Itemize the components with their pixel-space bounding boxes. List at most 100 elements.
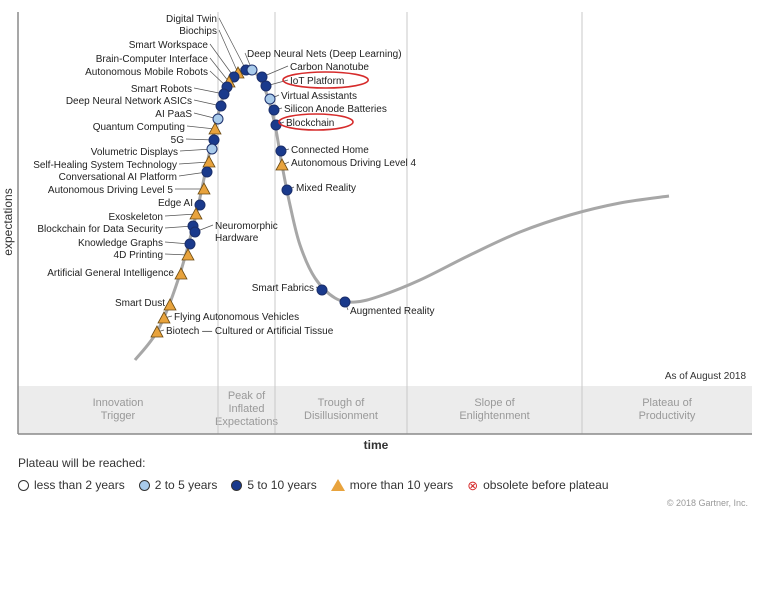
leader-digital-twin bbox=[218, 17, 247, 71]
label-blockchain-for-data-security: Blockchain for Data Security bbox=[37, 224, 163, 235]
phase-label: Plateau of Productivity bbox=[639, 397, 696, 422]
phase-band-bg bbox=[18, 386, 752, 434]
leader-self-healing-system-technology bbox=[178, 161, 210, 165]
label-biochips: Biochips bbox=[179, 26, 217, 37]
marker-smart-dust bbox=[163, 298, 177, 311]
label-self-healing-system-technology: Self-Healing System Technology bbox=[33, 160, 177, 171]
marker-biotech-cultured-or-artificial-tissue bbox=[150, 325, 164, 338]
circle-icon bbox=[231, 479, 243, 491]
marker-ai-paas bbox=[212, 113, 224, 125]
label-mixed-reality: Mixed Reality bbox=[296, 183, 356, 194]
marker-virtual-assistants bbox=[264, 93, 276, 105]
leader-exoskeleton bbox=[164, 213, 197, 217]
label-blockchain: Blockchain bbox=[286, 118, 334, 129]
label-4d-printing: 4D Printing bbox=[114, 250, 163, 261]
marker-conversational-ai-platform bbox=[201, 166, 213, 178]
legend-item-lt2: less than 2 years bbox=[18, 478, 125, 492]
marker-autonomous-driving-level-5 bbox=[197, 182, 211, 195]
axes bbox=[17, 12, 752, 435]
label-quantum-computing: Quantum Computing bbox=[93, 122, 185, 133]
marker-smart-robots bbox=[218, 88, 230, 100]
circle-icon bbox=[18, 479, 29, 491]
marker-deep-neural-network-asics bbox=[215, 100, 227, 112]
phase-band: Innovation Trigger Peak of Inflated Expectat… bbox=[18, 386, 752, 434]
label-deep-neural-network-asics: Deep Neural Network ASICs bbox=[66, 96, 192, 107]
legend-item-2to5: 2 to 5 years bbox=[138, 478, 218, 492]
leader-brain-computer-interface bbox=[209, 57, 230, 83]
label-silicon-anode-batteries: Silicon Anode Batteries bbox=[284, 104, 387, 115]
marker-carbon-nanotube bbox=[256, 71, 268, 83]
legend-title: Plateau will be reached: bbox=[18, 456, 146, 470]
marker-mixed-reality bbox=[281, 184, 293, 196]
legend-label: more than 10 years bbox=[349, 478, 454, 492]
marker-artificial-general-intelligence bbox=[174, 267, 188, 280]
legend-label: 5 to 10 years bbox=[247, 478, 317, 492]
y-axis-label: expectations bbox=[1, 188, 15, 255]
label-knowledge-graphs: Knowledge Graphs bbox=[78, 238, 163, 249]
x-circle-icon: ⊗ bbox=[467, 477, 479, 493]
label-smart-fabrics: Smart Fabrics bbox=[252, 283, 314, 294]
label-edge-ai: Edge AI bbox=[158, 198, 193, 209]
marker-5g bbox=[208, 134, 220, 146]
label-biotech-cultured-or-artificial-tissue: Biotech — Cultured or Artificial Tissue bbox=[166, 326, 334, 337]
label-flying-autonomous-vehicles: Flying Autonomous Vehicles bbox=[174, 312, 299, 323]
marker-knowledge-graphs bbox=[184, 238, 196, 250]
marker-neuromorphic-hardware bbox=[189, 226, 201, 238]
marker-edge-ai bbox=[194, 199, 206, 211]
leader-quantum-computing bbox=[186, 125, 216, 130]
marker-deep-neural-nets-deep-learning bbox=[246, 64, 258, 76]
phase-label: Trough of Disillusionment bbox=[304, 397, 378, 422]
date-note: As of August 2018 bbox=[665, 371, 747, 382]
label-ai-paas: AI PaaS bbox=[155, 109, 192, 120]
copyright: © 2018 Gartner, Inc. bbox=[666, 498, 748, 508]
legend: less than 2 years 2 to 5 years 5 to 10 yea… bbox=[18, 478, 609, 492]
legend-label: less than 2 years bbox=[34, 478, 125, 492]
label-brain-computer-interface: Brain-Computer Interface bbox=[96, 54, 209, 65]
phase-label: Slope of Enlightenment bbox=[459, 397, 529, 422]
label-augmented-reality: Augmented Reality bbox=[350, 306, 435, 317]
label-smart-robots: Smart Robots bbox=[131, 84, 192, 95]
label-smart-dust: Smart Dust bbox=[115, 298, 165, 309]
phase-label: Innovation Trigger bbox=[93, 397, 144, 422]
leader-4d-printing bbox=[164, 253, 189, 256]
label-volumetric-displays: Volumetric Displays bbox=[91, 147, 178, 158]
highlight-blockchain bbox=[278, 113, 354, 131]
label-autonomous-driving-level-4: Autonomous Driving Level 4 bbox=[291, 158, 417, 169]
label-exoskeleton: Exoskeleton bbox=[109, 212, 163, 223]
marker-augmented-reality bbox=[339, 296, 351, 308]
marker-iot-platform bbox=[260, 80, 272, 92]
marker-exoskeleton bbox=[189, 207, 203, 220]
legend-item-obsolete: ⊗ obsolete before plateau bbox=[467, 478, 608, 492]
label-autonomous-mobile-robots: Autonomous Mobile Robots bbox=[85, 67, 208, 78]
marker-connected-home bbox=[275, 145, 287, 157]
label-iot-platform: IoT Platform bbox=[290, 76, 344, 87]
label-artificial-general-intelligence: Artificial General Intelligence bbox=[47, 268, 174, 279]
marker-flying-autonomous-vehicles bbox=[157, 311, 171, 324]
label-smart-workspace: Smart Workspace bbox=[129, 40, 209, 51]
triangle-icon bbox=[330, 479, 345, 491]
marker-autonomous-driving-level-4 bbox=[275, 158, 289, 171]
highlight-iot-platform bbox=[282, 71, 369, 89]
label-digital-twin: Digital Twin bbox=[166, 14, 217, 25]
label-deep-neural-nets-deep-learning: Deep Neural Nets (Deep Learning) bbox=[247, 49, 402, 60]
label-5g: 5G bbox=[171, 135, 185, 146]
circle-icon bbox=[138, 479, 150, 491]
phase-dividers bbox=[217, 12, 583, 434]
label-carbon-nanotube: Carbon Nanotube bbox=[290, 62, 369, 73]
label-neuromorphic-hardware: Neuromorphic Hardware bbox=[215, 221, 278, 244]
leader-smart-workspace bbox=[209, 43, 235, 78]
legend-label: obsolete before plateau bbox=[483, 478, 609, 492]
marker-smart-fabrics bbox=[316, 284, 328, 296]
marker-silicon-anode-batteries bbox=[268, 104, 280, 116]
x-axis-label: time bbox=[364, 438, 389, 452]
legend-item-gt10: more than 10 years bbox=[330, 478, 454, 492]
label-conversational-ai-platform: Conversational AI Platform bbox=[59, 172, 177, 183]
legend-item-5to10: 5 to 10 years bbox=[231, 478, 317, 492]
marker-volumetric-displays bbox=[206, 143, 218, 155]
label-virtual-assistants: Virtual Assistants bbox=[281, 91, 357, 102]
leader-biochips bbox=[218, 29, 239, 74]
marker-quantum-computing bbox=[208, 122, 222, 135]
legend-label: 2 to 5 years bbox=[154, 478, 218, 492]
